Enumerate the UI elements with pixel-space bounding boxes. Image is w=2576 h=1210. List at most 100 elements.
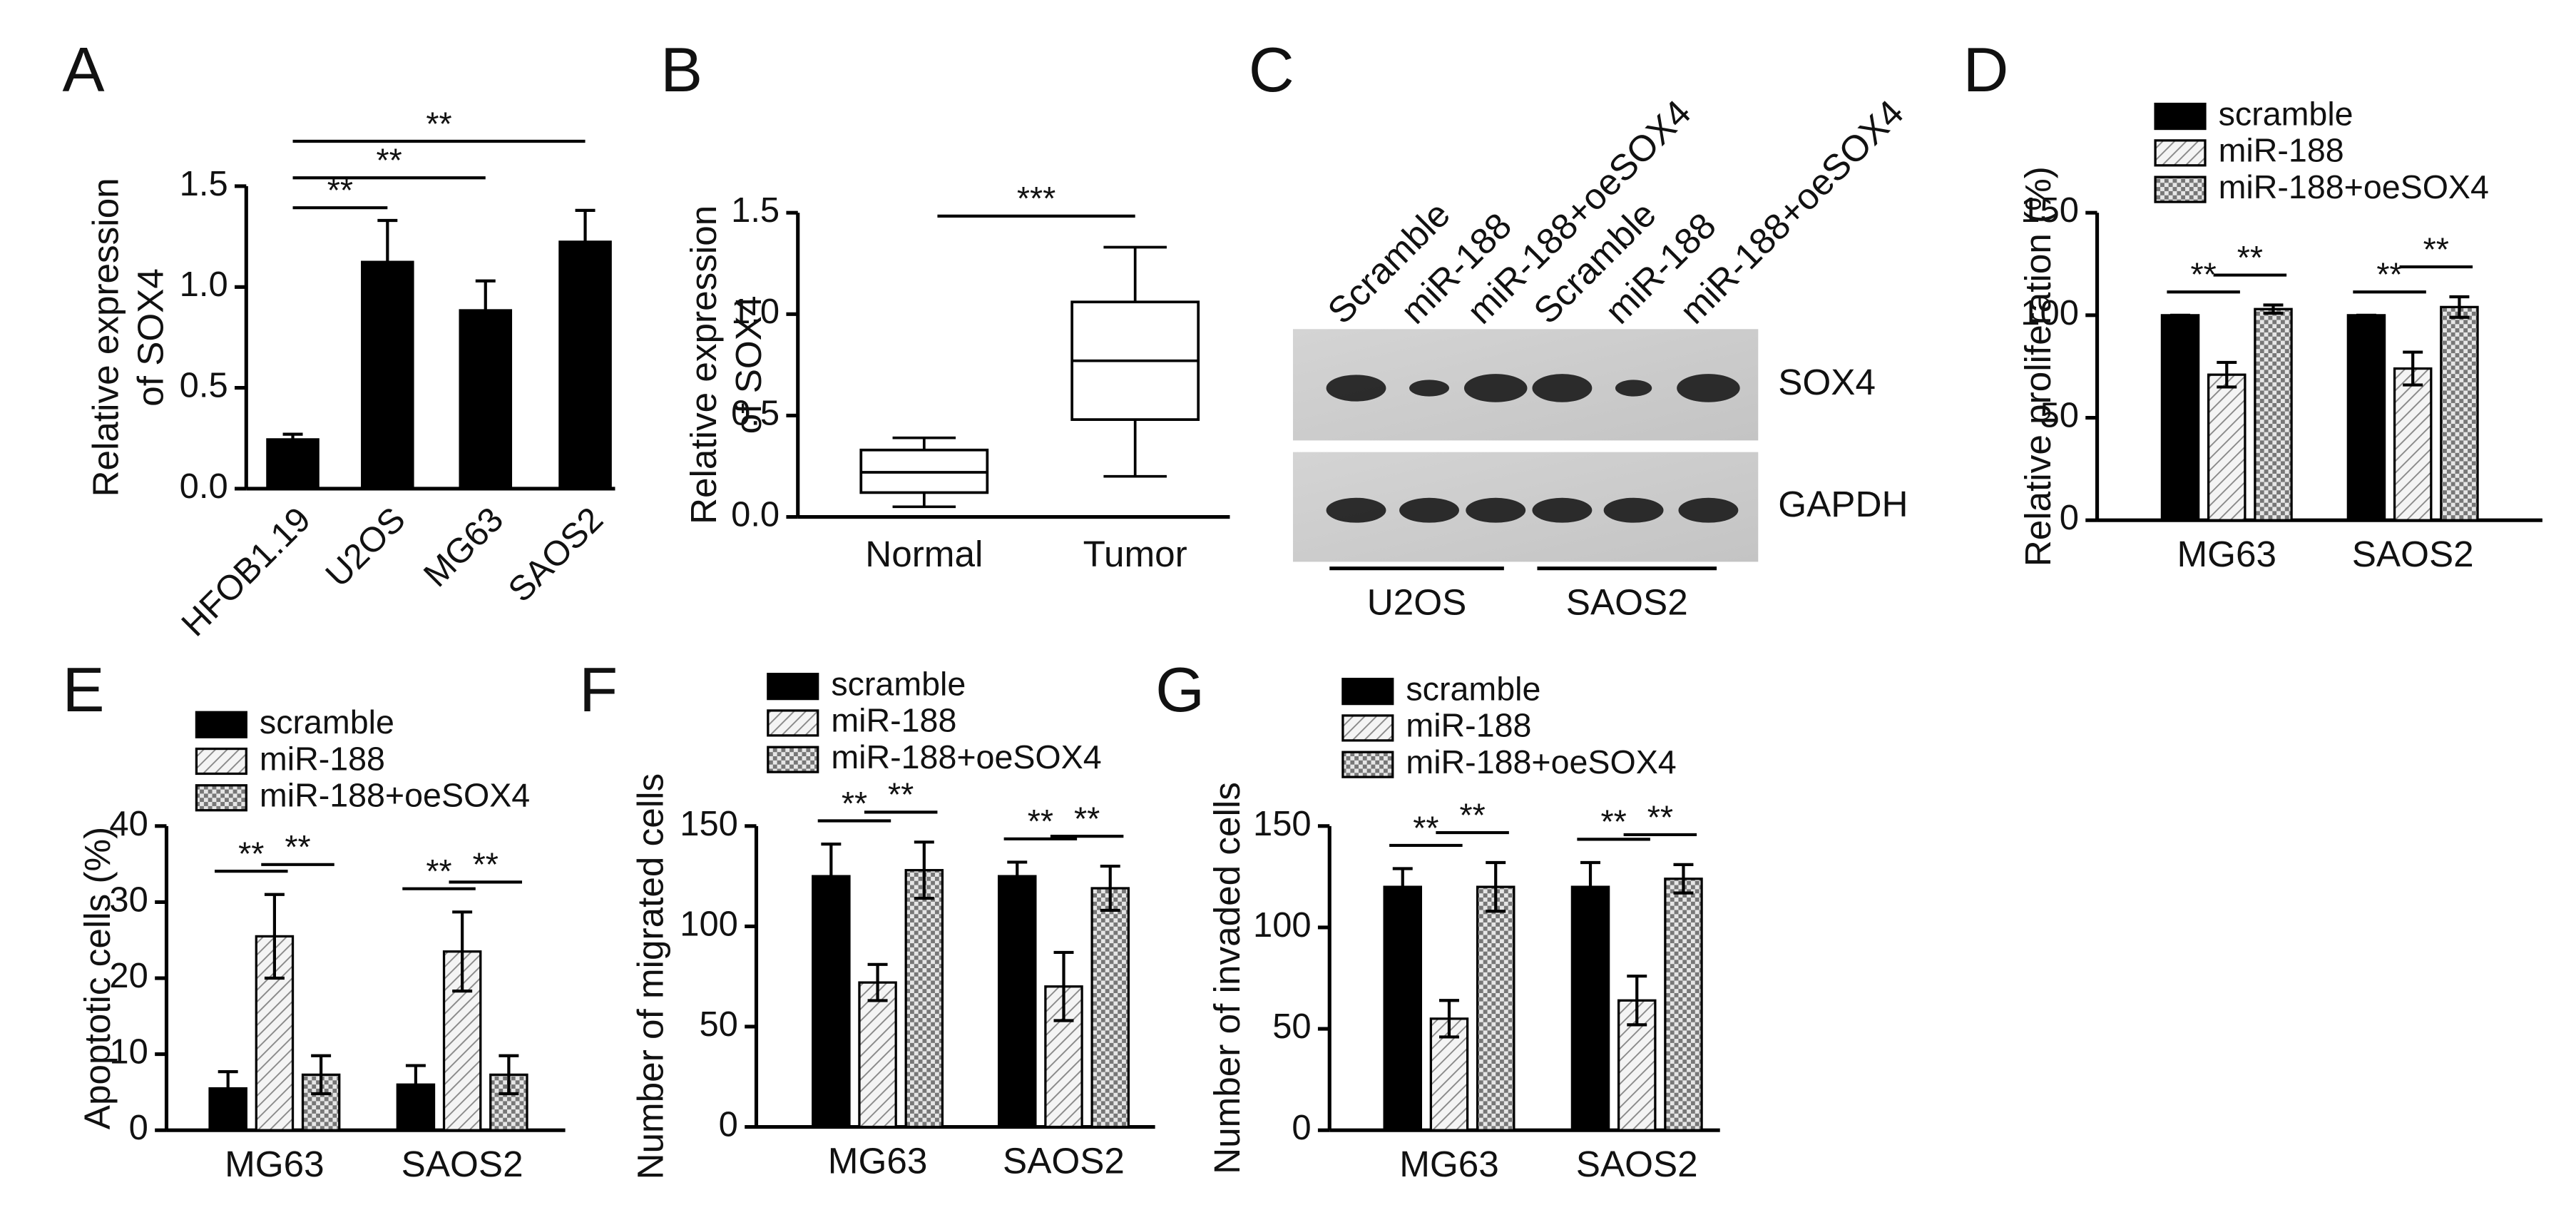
y-tick-label: 100 (2020, 294, 2079, 332)
y-tick-label: 150 (680, 805, 738, 843)
blot-band (1677, 374, 1740, 402)
significance-label: ** (842, 785, 867, 822)
bar (266, 438, 320, 489)
y-axis-label: Apoptotic cells (%) (77, 827, 118, 1129)
significance-label: ** (888, 776, 914, 813)
x-tick-label: SAOS2 (1576, 1144, 1698, 1184)
bar (1664, 878, 1703, 1132)
error-bar (2217, 360, 2237, 389)
bar (2440, 305, 2479, 522)
blot-band (1678, 497, 1739, 523)
error-bar (1100, 864, 1120, 912)
legend-swatch (2154, 139, 2207, 167)
y-tick-label: 20 (109, 957, 148, 995)
significance-label: ** (1459, 796, 1485, 833)
bar (459, 309, 513, 489)
significance-label: ** (1028, 803, 1053, 840)
y-tick-label: 150 (1253, 805, 1312, 843)
significance-label: ** (1074, 800, 1100, 837)
x-tick-label: Normal (865, 534, 983, 574)
x-tick-label: SAOS2 (1003, 1140, 1125, 1181)
legend-label: miR-188+oeSOX4 (2219, 168, 2489, 205)
blot-band (1466, 497, 1526, 523)
error-bar (452, 910, 473, 993)
error-bar (475, 279, 496, 340)
y-tick-label: 0.5 (180, 367, 228, 405)
significance-label: ** (426, 105, 451, 142)
legend-swatch (1341, 751, 1394, 778)
blot-band (1603, 497, 1664, 523)
legend-label: miR-188+oeSOX4 (1406, 743, 1676, 781)
significance-label: *** (1017, 180, 1056, 217)
group-label: SAOS2 (1566, 582, 1688, 623)
error-bar (2403, 350, 2423, 387)
error-bar (914, 840, 934, 900)
bar (858, 981, 897, 1129)
group-label: U2OS (1367, 582, 1467, 623)
blot-band (1463, 374, 1528, 402)
y-tick-label: 10 (109, 1033, 148, 1072)
bar (2254, 307, 2293, 522)
error-bar (377, 218, 398, 303)
y-axis-label: of SOX4 (130, 268, 170, 407)
significance-label: ** (238, 835, 264, 873)
blot-band (1326, 375, 1386, 402)
panel-label: E (62, 654, 104, 725)
legend-label: miR-188+oeSOX4 (831, 738, 1101, 776)
blot-band (1615, 380, 1652, 397)
legend-label: miR-188+oeSOX4 (260, 777, 530, 814)
error-bar (1486, 860, 1506, 913)
error-bar (2449, 295, 2470, 319)
y-tick-label: 1.0 (180, 265, 228, 304)
y-axis-label: of SOX4 (728, 296, 769, 434)
blot-band (1409, 380, 1449, 397)
y-tick-label: 40 (109, 805, 148, 843)
legend-swatch (195, 747, 247, 776)
bar (1383, 885, 1423, 1132)
y-tick-label: 0 (2060, 499, 2079, 537)
x-tick-label: MG63 (225, 1144, 324, 1184)
legend-swatch (1341, 714, 1394, 742)
panel-label: C (1249, 34, 1294, 105)
error-bar (1627, 975, 1647, 1027)
x-tick-label: MG63 (828, 1140, 928, 1181)
y-tick-label: 100 (680, 905, 738, 943)
error-bar (1673, 863, 1694, 895)
legend-swatch (767, 709, 819, 737)
panel-label: B (660, 34, 702, 105)
y-tick-label: 1.0 (731, 293, 780, 331)
error-bar (218, 1070, 238, 1107)
significance-label: ** (2191, 256, 2217, 293)
y-tick-label: 0 (1292, 1109, 1311, 1147)
error-bar (264, 893, 285, 980)
legend-label: scramble (2219, 95, 2353, 132)
y-tick-label: 50 (1272, 1007, 1311, 1046)
significance-label: ** (285, 828, 310, 865)
error-bar (1053, 950, 1074, 1022)
bar (2393, 367, 2433, 522)
y-tick-label: 1.5 (731, 191, 780, 230)
panel-label: A (62, 34, 104, 105)
blot-band (1532, 497, 1593, 523)
legend-label: scramble (260, 703, 394, 741)
x-tick-label: SAOS2 (402, 1144, 523, 1184)
y-tick-label: 50 (699, 1005, 737, 1044)
legend-swatch (1341, 678, 1394, 706)
bar (1090, 887, 1130, 1129)
legend-label: miR-188 (260, 740, 385, 777)
y-axis-label: Number of migrated cells (630, 773, 671, 1180)
legend-label: miR-188 (831, 702, 956, 739)
blot-band (1399, 497, 1459, 523)
error-bar (867, 962, 888, 1002)
legend-swatch (195, 711, 247, 738)
error-bar (821, 843, 842, 910)
significance-label: ** (1600, 803, 1626, 840)
legend-swatch (2154, 176, 2207, 203)
blot-row-label: SOX4 (1778, 362, 1876, 402)
significance-label: ** (377, 142, 402, 179)
legend-swatch (767, 746, 819, 773)
blot-band (1532, 374, 1593, 402)
x-tick-label: Tumor (1083, 534, 1187, 574)
x-tick-label: MG63 (2177, 534, 2276, 574)
